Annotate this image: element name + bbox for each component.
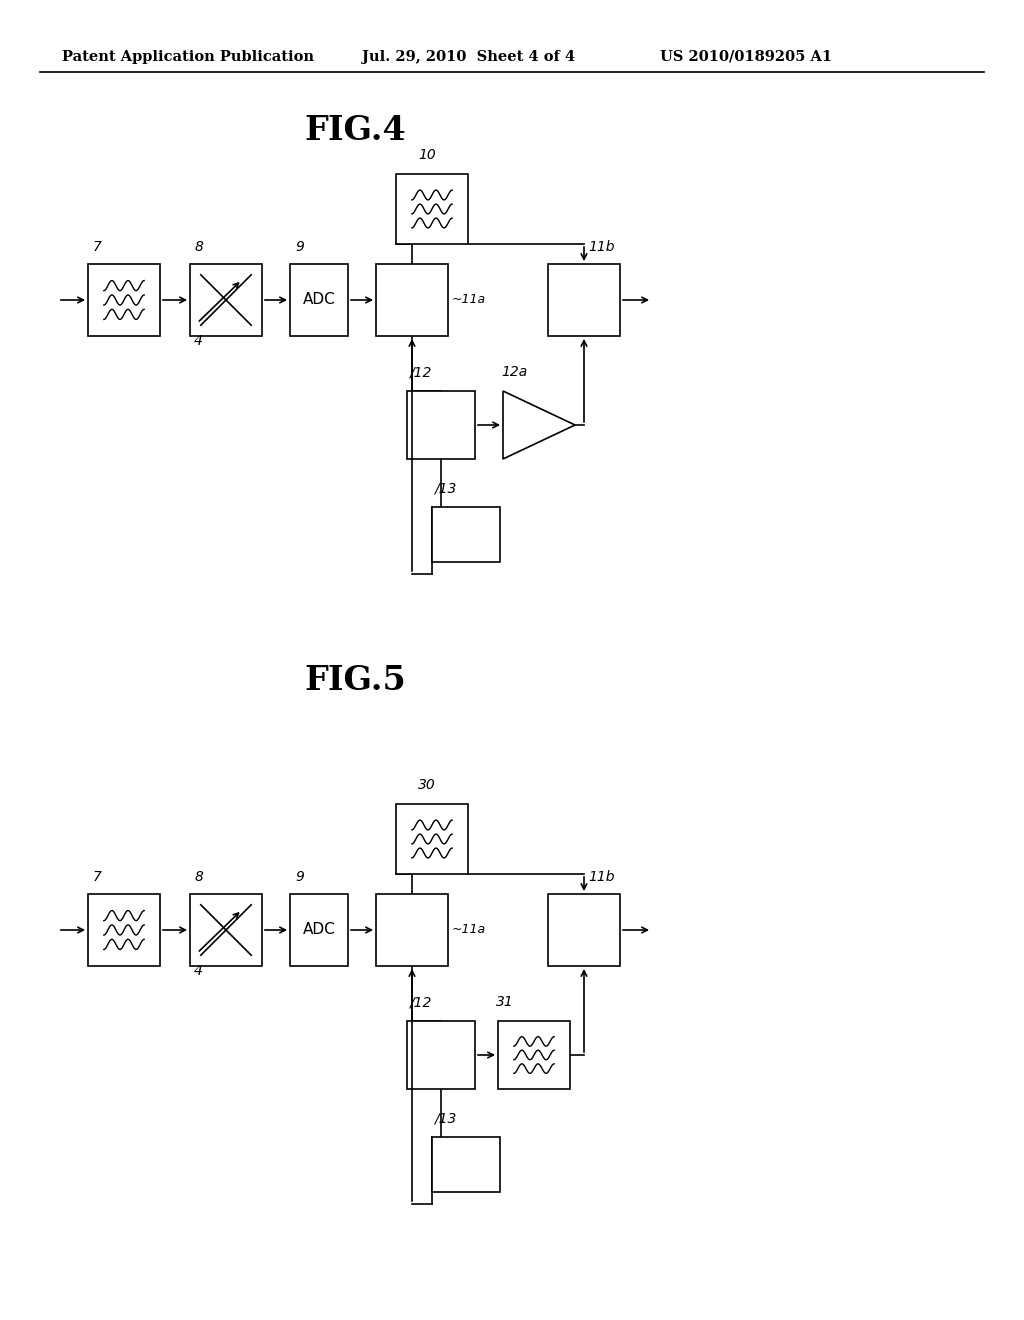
Bar — [407, 1020, 475, 1089]
Text: ~11a: ~11a — [452, 923, 486, 936]
Text: 12a: 12a — [501, 366, 527, 379]
Text: 7: 7 — [93, 870, 101, 884]
Text: 10: 10 — [418, 148, 436, 162]
Text: 11b: 11b — [588, 870, 614, 884]
Text: US 2010/0189205 A1: US 2010/0189205 A1 — [660, 50, 833, 63]
Text: 11b: 11b — [588, 240, 614, 253]
Text: /13: /13 — [434, 1111, 457, 1125]
Text: /13: /13 — [434, 480, 457, 495]
Bar — [396, 804, 468, 874]
Text: 8: 8 — [195, 870, 204, 884]
Bar — [548, 264, 620, 337]
Text: FIG.4: FIG.4 — [304, 114, 406, 147]
Text: 4: 4 — [194, 964, 203, 978]
Bar — [432, 507, 500, 562]
Text: ADC: ADC — [303, 923, 336, 937]
Bar — [407, 391, 475, 459]
Bar — [376, 264, 449, 337]
Bar — [376, 894, 449, 966]
Bar — [290, 264, 348, 337]
Text: 9: 9 — [295, 240, 304, 253]
Bar — [290, 894, 348, 966]
Text: /12: /12 — [409, 995, 431, 1008]
Text: 7: 7 — [93, 240, 101, 253]
Text: /12: /12 — [409, 366, 431, 379]
Bar — [498, 1020, 570, 1089]
Text: 31: 31 — [496, 995, 514, 1008]
Text: Jul. 29, 2010  Sheet 4 of 4: Jul. 29, 2010 Sheet 4 of 4 — [362, 50, 575, 63]
Bar — [396, 174, 468, 244]
Text: Patent Application Publication: Patent Application Publication — [62, 50, 314, 63]
Bar — [432, 1137, 500, 1192]
Bar — [88, 894, 160, 966]
Bar — [190, 894, 262, 966]
Text: ~11a: ~11a — [452, 293, 486, 306]
Text: ADC: ADC — [303, 293, 336, 308]
Text: 30: 30 — [418, 777, 436, 792]
Text: FIG.5: FIG.5 — [304, 664, 406, 697]
Text: 9: 9 — [295, 870, 304, 884]
Bar — [548, 894, 620, 966]
Bar — [88, 264, 160, 337]
Text: 4: 4 — [194, 334, 203, 348]
Text: 8: 8 — [195, 240, 204, 253]
Polygon shape — [503, 391, 575, 459]
Bar — [190, 264, 262, 337]
